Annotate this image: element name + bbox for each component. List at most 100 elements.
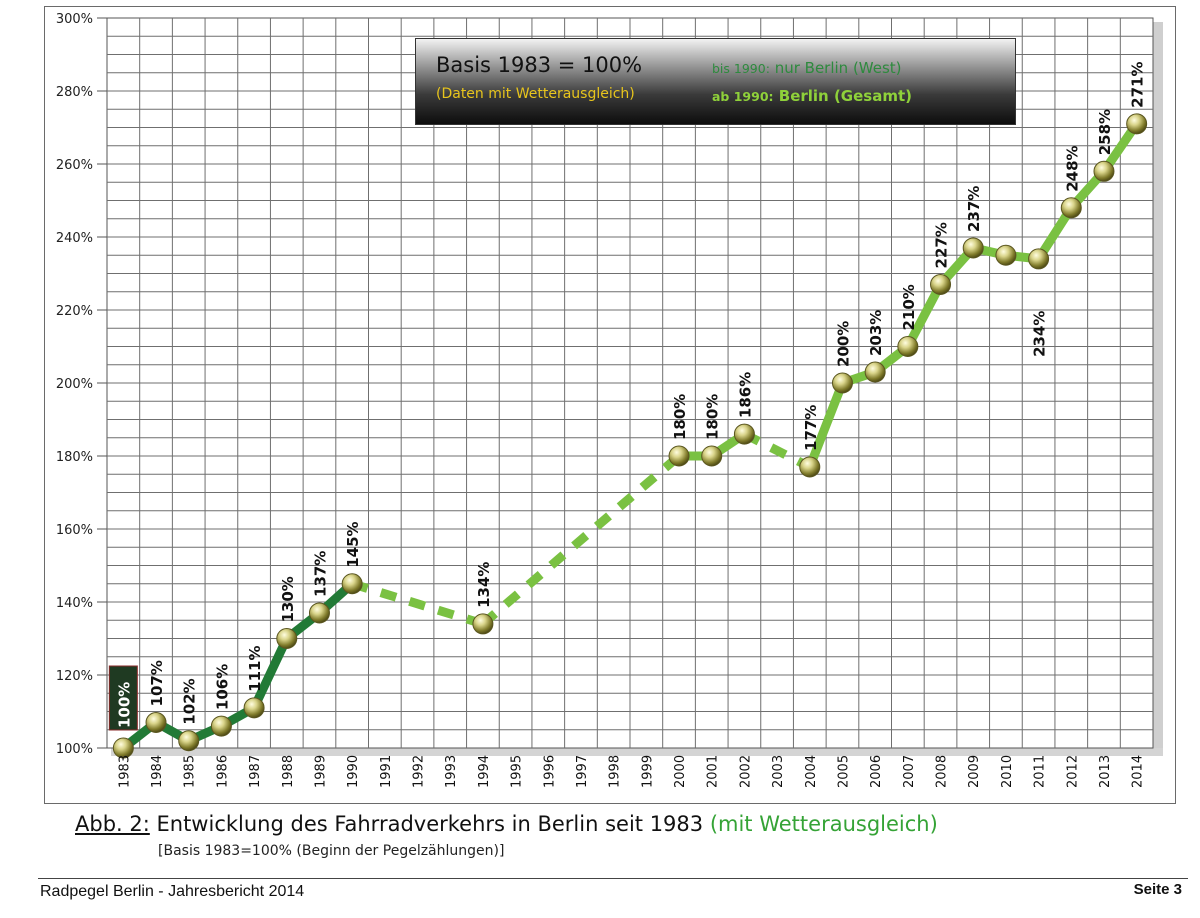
data-label: 100% bbox=[115, 682, 133, 728]
legend-box: Basis 1983 = 100% (Daten mit Wetterausgl… bbox=[415, 38, 1016, 125]
data-label: 258% bbox=[1096, 109, 1114, 155]
data-point-marker bbox=[178, 730, 200, 752]
x-tick-label: 2010 bbox=[1000, 755, 1015, 788]
x-tick-label: 1993 bbox=[444, 755, 459, 788]
data-point-marker bbox=[1060, 197, 1082, 219]
data-point-marker bbox=[243, 697, 265, 719]
line-segment-gesamt bbox=[903, 279, 946, 351]
line-segment-gesamt bbox=[479, 452, 682, 628]
data-point-marker bbox=[1093, 160, 1115, 182]
data-label: 200% bbox=[834, 321, 852, 367]
legend-west: bis 1990: nur Berlin (West) bbox=[712, 59, 902, 77]
data-point-marker bbox=[341, 573, 363, 595]
x-tick-label: 1985 bbox=[183, 755, 198, 788]
x-tick-label: 1996 bbox=[542, 755, 557, 788]
plot-shadow-right bbox=[1153, 22, 1163, 752]
y-tick-label: 240% bbox=[56, 231, 93, 246]
data-label: 107% bbox=[148, 660, 166, 706]
x-tick-label: 2008 bbox=[935, 755, 950, 788]
data-point-marker bbox=[1028, 248, 1050, 270]
y-tick-label: 200% bbox=[56, 377, 93, 392]
data-label: 145% bbox=[344, 521, 362, 567]
x-tick-label: 2005 bbox=[836, 755, 851, 788]
x-tick-label: 2007 bbox=[902, 755, 917, 788]
data-point-marker bbox=[799, 456, 821, 478]
data-label: 271% bbox=[1129, 62, 1147, 108]
chart-frame: 100% 107% 102% 106% 111% 130% 137% 145% 134% 180%… bbox=[44, 6, 1176, 804]
x-tick-label: 2011 bbox=[1033, 755, 1048, 788]
data-label: 203% bbox=[867, 310, 885, 356]
footer-left: Radpegel Berlin - Jahresbericht 2014 bbox=[40, 883, 305, 900]
x-tick-label: 1984 bbox=[150, 755, 165, 788]
legend-gesamt-text: Berlin (Gesamt) bbox=[778, 87, 913, 105]
x-tick-label: 2002 bbox=[738, 755, 753, 788]
footer-page-number: Seite 3 bbox=[1133, 881, 1182, 898]
x-tick-label: 1997 bbox=[575, 755, 590, 788]
data-label: 234% bbox=[1031, 311, 1049, 357]
footer-rule bbox=[38, 878, 1188, 879]
y-tick-label: 280% bbox=[56, 85, 93, 100]
data-label: 210% bbox=[900, 284, 918, 330]
x-tick-label: 2004 bbox=[804, 755, 819, 788]
chart-svg: 100% 107% 102% 106% 111% 130% 137% 145% 134% 180%… bbox=[56, 12, 1163, 788]
y-tick-label: 180% bbox=[56, 450, 93, 465]
x-tick-label: 1990 bbox=[346, 755, 361, 788]
figure-caption: Abb. 2: Entwicklung des Fahrradverkehrs … bbox=[75, 812, 938, 836]
y-tick-label: 140% bbox=[56, 596, 93, 611]
x-tick-label: 1998 bbox=[608, 755, 623, 788]
y-tick-label: 260% bbox=[56, 158, 93, 173]
x-tick-label: 1986 bbox=[215, 755, 230, 788]
data-label-box bbox=[108, 665, 138, 731]
plot-shadow-bottom bbox=[111, 748, 1163, 756]
data-point-marker bbox=[962, 237, 984, 259]
data-label: 134% bbox=[475, 562, 493, 608]
x-tick-label: 2000 bbox=[673, 755, 688, 788]
y-tick-label: 220% bbox=[56, 304, 93, 319]
x-tick-label: 1994 bbox=[477, 755, 492, 788]
x-tick-label: 2009 bbox=[967, 755, 982, 788]
legend-west-prefix: bis 1990: bbox=[712, 61, 770, 76]
legend-west-text: nur Berlin (West) bbox=[774, 59, 902, 77]
data-label: 130% bbox=[279, 576, 297, 622]
y-tick-label: 120% bbox=[56, 669, 93, 684]
data-label: 186% bbox=[736, 372, 754, 418]
data-label: 180% bbox=[704, 394, 722, 440]
caption-main: Entwicklung des Fahrradverkehrs in Berli… bbox=[156, 812, 704, 836]
x-tick-label: 2013 bbox=[1098, 755, 1113, 788]
x-tick-label: 1983 bbox=[117, 755, 132, 788]
caption-green: (mit Wetterausgleich) bbox=[709, 812, 938, 836]
x-tick-label: 2003 bbox=[771, 755, 786, 788]
caption-sub: [Basis 1983=100% (Beginn der Pegelzählun… bbox=[158, 843, 505, 859]
data-point-marker bbox=[831, 372, 853, 394]
y-tick-label: 100% bbox=[56, 742, 93, 757]
data-point-marker bbox=[930, 273, 952, 295]
x-tick-label: 1988 bbox=[281, 755, 296, 788]
data-point-marker bbox=[733, 423, 755, 445]
x-tick-label: 1995 bbox=[510, 755, 525, 788]
legend-gesamt: ab 1990: Berlin (Gesamt) bbox=[712, 87, 912, 105]
data-label: 106% bbox=[213, 664, 231, 710]
data-point-marker bbox=[995, 244, 1017, 266]
data-point-marker bbox=[276, 628, 298, 649]
caption-abb: Abb. 2: bbox=[75, 812, 150, 836]
data-label: 102% bbox=[181, 678, 199, 724]
x-tick-label: 2006 bbox=[869, 755, 884, 788]
line-segment-west bbox=[249, 634, 292, 713]
y-tick-label: 160% bbox=[56, 523, 93, 538]
line-segment-gesamt bbox=[350, 579, 485, 629]
x-tick-label: 2012 bbox=[1065, 755, 1080, 788]
data-point-marker bbox=[668, 445, 690, 467]
line-segment-gesamt bbox=[805, 378, 847, 472]
x-tick-label: 1987 bbox=[248, 755, 263, 788]
data-point-marker bbox=[308, 602, 330, 624]
data-point-marker bbox=[1126, 113, 1148, 135]
x-tick-label: 1991 bbox=[379, 755, 394, 788]
data-label: 227% bbox=[933, 222, 951, 268]
x-tick-label: 1989 bbox=[313, 755, 328, 788]
x-tick-label: 1999 bbox=[640, 755, 655, 788]
legend-basis: Basis 1983 = 100% bbox=[436, 53, 643, 77]
data-label: 237% bbox=[965, 186, 983, 232]
data-point-marker bbox=[112, 737, 134, 759]
data-point-marker bbox=[472, 613, 494, 635]
data-point-marker bbox=[145, 711, 167, 733]
